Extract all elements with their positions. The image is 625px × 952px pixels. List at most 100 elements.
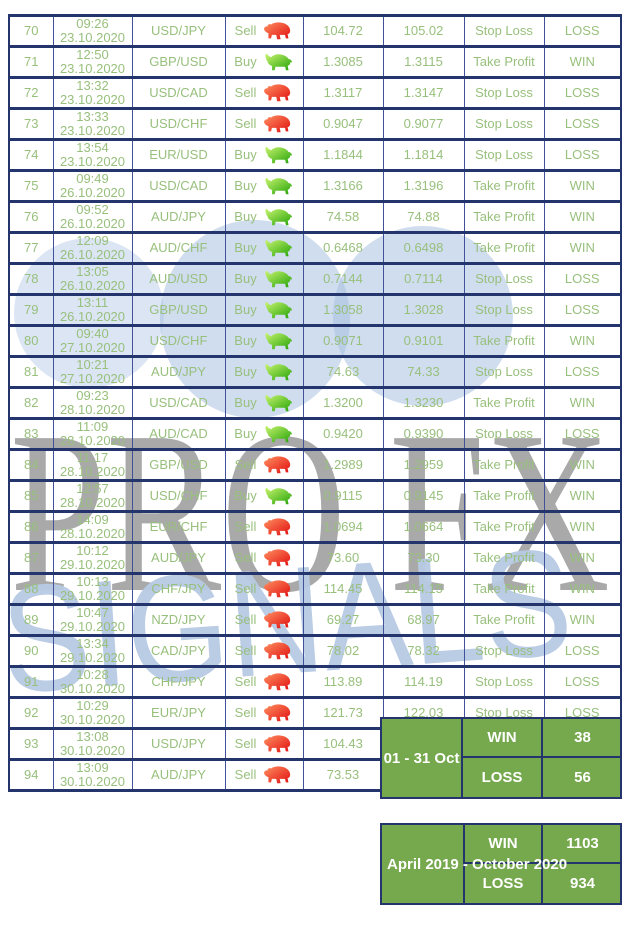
exit-price: 0.9145 bbox=[382, 480, 465, 512]
currency-pair: USD/JPY bbox=[131, 728, 226, 760]
action-cell: Buy bbox=[224, 139, 304, 171]
signal-date: 27.10.2020 bbox=[59, 340, 126, 355]
bear-icon bbox=[264, 115, 291, 133]
entry-price: 0.9115 bbox=[302, 480, 384, 512]
exit-price: 0.9101 bbox=[382, 325, 465, 357]
action-cell: Sell bbox=[224, 108, 304, 140]
signal-datetime: 13:05 26.10.2020 bbox=[52, 263, 133, 295]
signal-time: 11:09 bbox=[76, 419, 109, 434]
action-label: Sell bbox=[234, 116, 257, 131]
action-cell: Sell bbox=[224, 604, 304, 636]
result-label: LOSS bbox=[543, 418, 622, 450]
currency-pair: CHF/JPY bbox=[131, 666, 226, 698]
action-label: Buy bbox=[234, 147, 257, 162]
action-cell: Buy bbox=[224, 480, 304, 512]
signal-datetime: 13:11 26.10.2020 bbox=[52, 294, 133, 326]
action-cell: Buy bbox=[224, 418, 304, 450]
action-cell: Buy bbox=[224, 387, 304, 419]
signal-time: 09:26 bbox=[76, 16, 109, 31]
action-label: Buy bbox=[234, 302, 257, 317]
action-cell: Buy bbox=[224, 294, 304, 326]
exit-price: 78.32 bbox=[382, 635, 465, 667]
action-label: Sell bbox=[234, 550, 257, 565]
bear-icon bbox=[264, 518, 291, 536]
action-cell: Sell bbox=[224, 77, 304, 109]
table-row: 87 10:12 29.10.2020 AUD/JPY Sell 73.60 7 bbox=[8, 542, 622, 574]
result-label: LOSS bbox=[543, 108, 622, 140]
outcome-type: Stop Loss bbox=[463, 108, 545, 140]
exit-price: 114.15 bbox=[382, 573, 465, 605]
signal-date: 23.10.2020 bbox=[59, 123, 126, 138]
signal-time: 10:12 bbox=[76, 543, 109, 558]
signal-time: 13:32 bbox=[76, 78, 109, 93]
entry-price: 114.45 bbox=[302, 573, 384, 605]
outcome-type: Stop Loss bbox=[463, 77, 545, 109]
table-row: 72 13:32 23.10.2020 USD/CAD Sell 1.3117 bbox=[8, 77, 622, 109]
action-cell: Sell bbox=[224, 635, 304, 667]
table-row: 77 12:09 26.10.2020 AUD/CHF Buy 0.6468 0 bbox=[8, 232, 622, 264]
signal-datetime: 10:21 27.10.2020 bbox=[52, 356, 133, 388]
entry-price: 1.3117 bbox=[302, 77, 384, 109]
row-number: 85 bbox=[8, 480, 54, 512]
entry-price: 0.9071 bbox=[302, 325, 384, 357]
bear-icon bbox=[264, 611, 291, 629]
row-number: 75 bbox=[8, 170, 54, 202]
action-cell: Sell bbox=[224, 728, 304, 760]
currency-pair: CHF/JPY bbox=[131, 573, 226, 605]
currency-pair: GBP/USD bbox=[131, 294, 226, 326]
exit-price: 1.1814 bbox=[382, 139, 465, 171]
signal-date: 26.10.2020 bbox=[59, 185, 126, 200]
outcome-type: Take Profit bbox=[463, 511, 545, 543]
outcome-type: Stop Loss bbox=[463, 356, 545, 388]
signal-time: 11:17 bbox=[76, 450, 109, 465]
signal-date: 26.10.2020 bbox=[59, 278, 126, 293]
table-row: 81 10:21 27.10.2020 AUD/JPY Buy 74.63 74 bbox=[8, 356, 622, 388]
currency-pair: NZD/JPY bbox=[131, 604, 226, 636]
signal-datetime: 10:13 29.10.2020 bbox=[52, 573, 133, 605]
table-row: 75 09:49 26.10.2020 USD/CAD Buy 1.3166 1 bbox=[8, 170, 622, 202]
currency-pair: USD/CHF bbox=[131, 480, 226, 512]
bull-icon bbox=[265, 270, 292, 288]
entry-price: 113.89 bbox=[302, 666, 384, 698]
action-label: Sell bbox=[234, 767, 257, 782]
table-row: 90 13:34 29.10.2020 CAD/JPY Sell 78.02 7 bbox=[8, 635, 622, 667]
entry-price: 73.60 bbox=[302, 542, 384, 574]
signal-date: 30.10.2020 bbox=[59, 774, 126, 789]
signal-datetime: 12:09 26.10.2020 bbox=[52, 232, 133, 264]
signal-datetime: 10:47 29.10.2020 bbox=[52, 604, 133, 636]
summary-october-win-label: WIN bbox=[463, 719, 543, 758]
signal-time: 13:34 bbox=[76, 636, 109, 651]
currency-pair: USD/CHF bbox=[131, 325, 226, 357]
summary-october-loss-label: LOSS bbox=[463, 758, 543, 797]
signal-date: 28.10.2020 bbox=[59, 526, 126, 541]
signal-datetime: 13:32 23.10.2020 bbox=[52, 77, 133, 109]
row-number: 94 bbox=[8, 759, 54, 791]
action-label: Sell bbox=[234, 85, 257, 100]
row-number: 93 bbox=[8, 728, 54, 760]
row-number: 87 bbox=[8, 542, 54, 574]
table-row: 70 09:26 23.10.2020 USD/JPY Sell 104.72 bbox=[8, 15, 622, 47]
result-label: LOSS bbox=[543, 263, 622, 295]
signal-datetime: 09:49 26.10.2020 bbox=[52, 170, 133, 202]
result-label: WIN bbox=[543, 46, 622, 78]
row-number: 91 bbox=[8, 666, 54, 698]
entry-price: 104.43 bbox=[302, 728, 384, 760]
exit-price: 1.3147 bbox=[382, 77, 465, 109]
signal-time: 13:09 bbox=[76, 760, 109, 775]
signal-datetime: 10:28 30.10.2020 bbox=[52, 666, 133, 698]
row-number: 80 bbox=[8, 325, 54, 357]
summary-october: 01 - 31 Oct WIN 38 LOSS 56 bbox=[380, 717, 622, 799]
bull-icon bbox=[265, 208, 292, 226]
signal-time: 10:13 bbox=[76, 574, 109, 589]
outcome-type: Take Profit bbox=[463, 604, 545, 636]
summary-october-loss-count: 56 bbox=[574, 769, 591, 786]
currency-pair: EUR/JPY bbox=[131, 697, 226, 729]
action-cell: Sell bbox=[224, 666, 304, 698]
result-label: LOSS bbox=[543, 666, 622, 698]
currency-pair: USD/CAD bbox=[131, 77, 226, 109]
row-number: 77 bbox=[8, 232, 54, 264]
exit-price: 0.6498 bbox=[382, 232, 465, 264]
action-cell: Sell bbox=[224, 511, 304, 543]
entry-price: 0.7144 bbox=[302, 263, 384, 295]
